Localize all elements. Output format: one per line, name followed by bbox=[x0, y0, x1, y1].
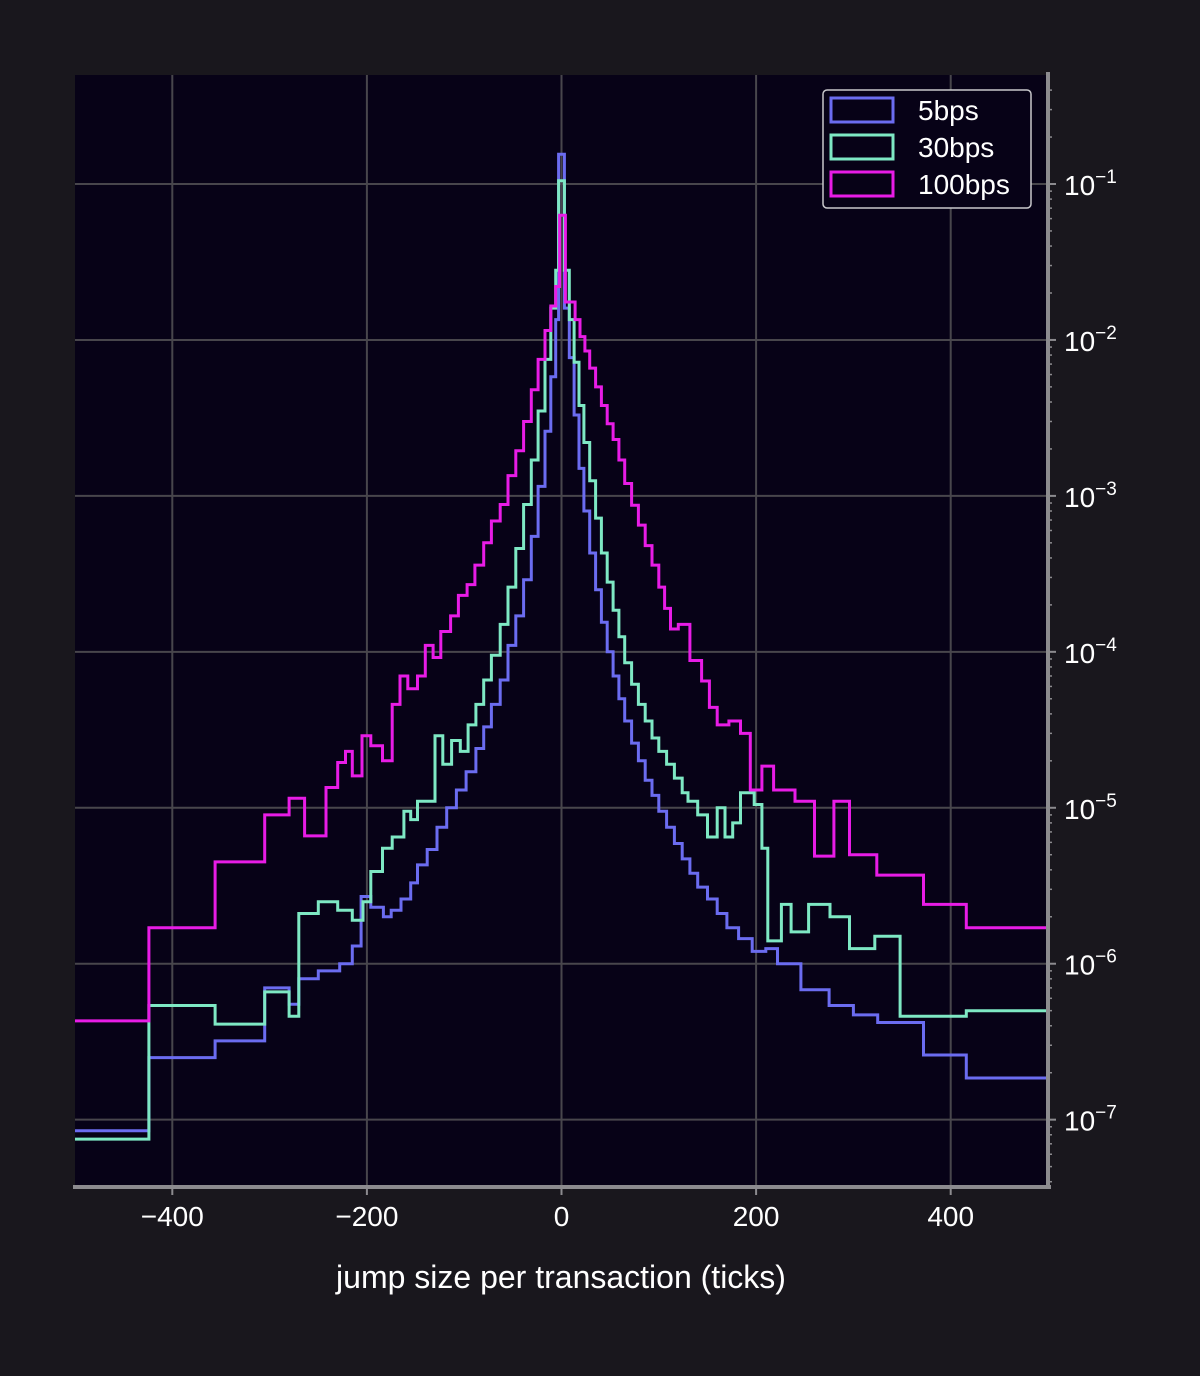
series-line-30bps bbox=[75, 179, 1050, 1141]
grid-lines bbox=[75, 75, 1048, 1187]
y-tick-label: 10−6 bbox=[1064, 947, 1117, 981]
y-tick-label: 10−4 bbox=[1064, 635, 1117, 669]
y-tick-label: 10−1 bbox=[1064, 167, 1117, 201]
y-axis-ticks: 10−7 10−6 10−5 10−4 10−3 10−2 10−1 bbox=[1048, 89, 1117, 1183]
y-tick-label: 10−7 bbox=[1064, 1103, 1117, 1137]
x-axis-label: jump size per transaction (ticks) bbox=[335, 1259, 786, 1295]
legend-swatch-30bps bbox=[829, 133, 895, 161]
x-tick-label: 0 bbox=[554, 1201, 570, 1232]
x-tick-label: 400 bbox=[927, 1201, 974, 1232]
y-tick-label: 10−2 bbox=[1064, 323, 1117, 357]
legend-label-5bps: 5bps bbox=[918, 95, 979, 126]
legend-label-30bps: 30bps bbox=[918, 132, 994, 163]
legend: 5bps 30bps 100bps bbox=[822, 89, 1032, 209]
series-line-5bps bbox=[75, 152, 1048, 1133]
x-tick-label: −200 bbox=[335, 1201, 398, 1232]
x-axis-ticks: −400 −200 0 200 400 bbox=[141, 1187, 974, 1232]
legend-swatch-5bps bbox=[829, 96, 895, 124]
series-line-100bps bbox=[75, 213, 1048, 1023]
y-tick-label: 10−5 bbox=[1064, 791, 1117, 825]
legend-label-100bps: 100bps bbox=[918, 169, 1010, 200]
x-tick-label: −400 bbox=[141, 1201, 204, 1232]
x-tick-label: 200 bbox=[733, 1201, 780, 1232]
legend-box bbox=[822, 89, 1032, 209]
data-series bbox=[75, 152, 1050, 1141]
legend-swatch-100bps bbox=[829, 170, 895, 198]
y-tick-label: 10−3 bbox=[1064, 479, 1117, 513]
